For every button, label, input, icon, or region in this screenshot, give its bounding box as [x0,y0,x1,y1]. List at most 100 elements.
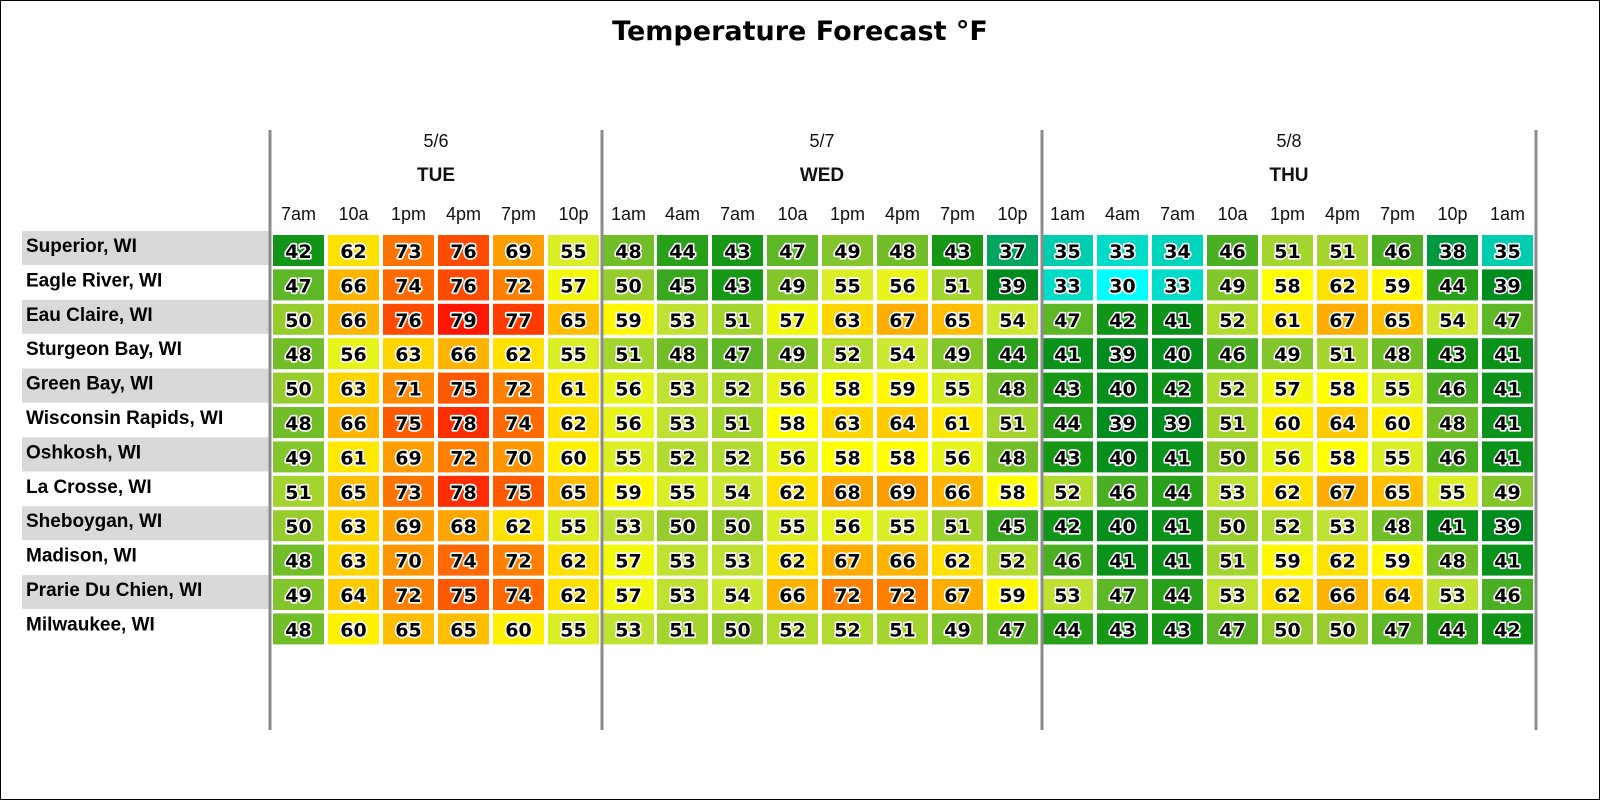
cell-value: 33 [1054,275,1080,297]
cell-value: 53 [669,310,695,332]
heatmap-cell [1097,407,1148,438]
cell-value: 62 [560,585,586,607]
time-label: 10a [1217,204,1248,224]
time-label: 10a [338,204,369,224]
heatmap-cell [987,613,1038,645]
time-label: 4pm [1325,204,1360,224]
cell-value: 56 [615,379,641,401]
cell-value: 74 [505,585,531,607]
heatmap-cell [383,269,434,301]
heatmap-cell [1427,544,1478,576]
city-label-band [22,575,270,609]
cell-value: 63 [834,413,860,435]
cell-value: 65 [395,619,421,641]
heatmap-cell [438,269,489,301]
cell-value: 51 [1329,344,1355,366]
cell-value: 67 [944,585,970,607]
heatmap-cell [987,338,1038,370]
cell-value: 76 [450,275,476,297]
cell-value: 77 [505,310,531,332]
cell-value: 42 [1164,379,1190,401]
heatmap-cell [1372,475,1423,507]
cell-value: 71 [395,379,421,401]
day-label: THU [1269,165,1308,186]
heatmap-cell [1097,579,1148,610]
cell-value: 66 [340,310,366,332]
heatmap-cell [1427,510,1478,542]
heatmap-cell [1427,441,1478,473]
heatmap-cell [657,407,708,438]
heatmap-cell [1317,407,1368,438]
heatmap-cell [877,613,928,645]
cell-value: 63 [340,516,366,538]
cell-value: 39 [1109,344,1135,366]
cell-value: 62 [560,551,586,573]
cell-value: 58 [1329,379,1355,401]
cell-value: 43 [1054,447,1080,469]
cell-value: 65 [560,310,586,332]
heatmap-cell [1097,269,1148,301]
heatmap-cell [548,544,599,576]
cell-value: 52 [1274,516,1300,538]
heatmap-cell [987,372,1038,404]
cell-value: 64 [1384,585,1410,607]
heatmap-cell [273,269,324,301]
city-label-band [22,368,270,403]
cell-value: 40 [1164,344,1190,366]
heatmap-cell [1207,475,1258,507]
cell-value: 53 [669,585,695,607]
cell-value: 40 [1109,379,1135,401]
heatmap-cell [1262,475,1313,507]
cell-value: 41 [1494,344,1520,366]
heatmap-cell [273,579,324,610]
cell-value: 58 [834,447,860,469]
heatmap-cell [438,613,489,645]
cell-value: 55 [560,619,586,641]
heatmap-cell [1317,475,1368,507]
heatmap-cell [1207,407,1258,438]
heatmap-cell [1207,613,1258,645]
heatmap-cell [383,475,434,507]
heatmap-cell [657,303,708,335]
cell-value: 65 [944,310,970,332]
heatmap-cell [657,269,708,301]
heatmap-cell [877,407,928,438]
heatmap-cell [877,441,928,473]
heatmap-cell [1262,303,1313,335]
cell-value: 39 [1109,413,1135,435]
cell-value: 48 [285,344,311,366]
heatmap-cell [822,372,873,404]
cell-value: 67 [1329,310,1355,332]
cell-value: 72 [834,585,860,607]
heatmap-cell [712,475,763,507]
heatmap-cell [383,235,434,266]
heatmap-cell [273,441,324,473]
heatmap-cell [1042,613,1093,645]
cell-value: 49 [1494,482,1520,504]
heatmap-cell [1317,510,1368,542]
cell-value: 47 [724,344,750,366]
heatmap-cell [1152,441,1203,473]
cell-value: 68 [834,482,860,504]
cell-value: 44 [999,344,1025,366]
heatmap-cell [548,475,599,507]
heatmap-cell [987,579,1038,610]
heatmap-cell [1372,303,1423,335]
heatmap-cell [932,579,983,610]
heatmap-cell [987,269,1038,301]
cell-value: 42 [285,241,311,263]
cell-value: 63 [340,379,366,401]
time-label: 10p [1437,204,1467,224]
cell-value: 44 [669,241,695,263]
heatmap-cell [493,613,544,645]
heatmap-cell [1427,303,1478,335]
heatmap-cell [877,544,928,576]
heatmap-cell [1372,269,1423,301]
heatmap-cell [603,338,654,370]
heatmap-cell [822,235,873,266]
cell-value: 56 [779,379,805,401]
cell-value: 62 [560,413,586,435]
heatmap-cell [1372,579,1423,610]
time-label: 7am [1160,204,1195,224]
heatmap-cell [767,441,818,473]
